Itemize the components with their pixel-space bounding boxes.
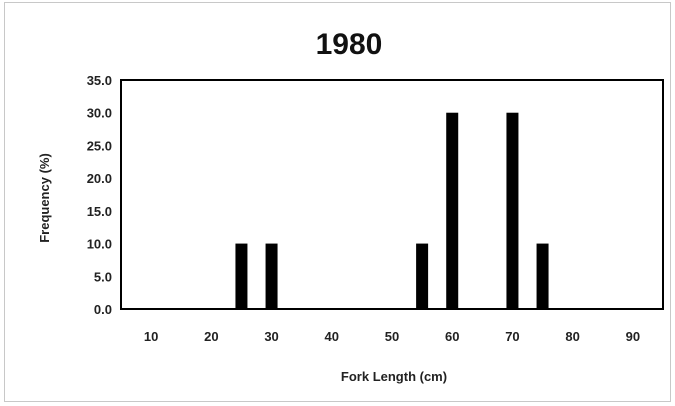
bar-60 bbox=[446, 112, 459, 309]
bars bbox=[235, 112, 549, 309]
y-tick-label: 35.0 bbox=[87, 73, 112, 88]
chart-frame bbox=[4, 2, 671, 402]
chart-title: 1980 bbox=[316, 28, 383, 61]
y-tick-label: 30.0 bbox=[87, 106, 112, 121]
x-tick-label: 30 bbox=[264, 329, 278, 344]
y-axis-label: Frequency (%) bbox=[37, 153, 52, 243]
x-tick-label: 80 bbox=[565, 329, 579, 344]
x-tick-label: 70 bbox=[505, 329, 519, 344]
bar-55 bbox=[416, 243, 429, 309]
x-axis-label: Fork Length (cm) bbox=[341, 369, 447, 384]
x-tick-label: 40 bbox=[325, 329, 339, 344]
y-axis-ticks: 0.0 5.0 10.0 15.0 20.0 25.0 30.0 35.0 bbox=[87, 73, 112, 317]
y-tick-label: 10.0 bbox=[87, 237, 112, 252]
y-tick-label: 20.0 bbox=[87, 171, 112, 186]
y-tick-label: 25.0 bbox=[87, 138, 112, 153]
x-tick-label: 10 bbox=[144, 329, 158, 344]
y-tick-label: 0.0 bbox=[94, 302, 112, 317]
y-tick-label: 5.0 bbox=[94, 269, 112, 284]
x-tick-label: 20 bbox=[204, 329, 218, 344]
x-tick-label: 50 bbox=[385, 329, 399, 344]
bar-70 bbox=[506, 112, 519, 309]
x-tick-label: 60 bbox=[445, 329, 459, 344]
x-axis-ticks: 10 20 30 40 50 60 70 80 90 bbox=[144, 329, 640, 344]
y-tick-label: 15.0 bbox=[87, 204, 112, 219]
bar-25 bbox=[235, 243, 248, 309]
plot-area bbox=[120, 79, 664, 310]
bar-75 bbox=[536, 243, 549, 309]
x-tick-label: 90 bbox=[626, 329, 640, 344]
bar-30 bbox=[265, 243, 278, 309]
